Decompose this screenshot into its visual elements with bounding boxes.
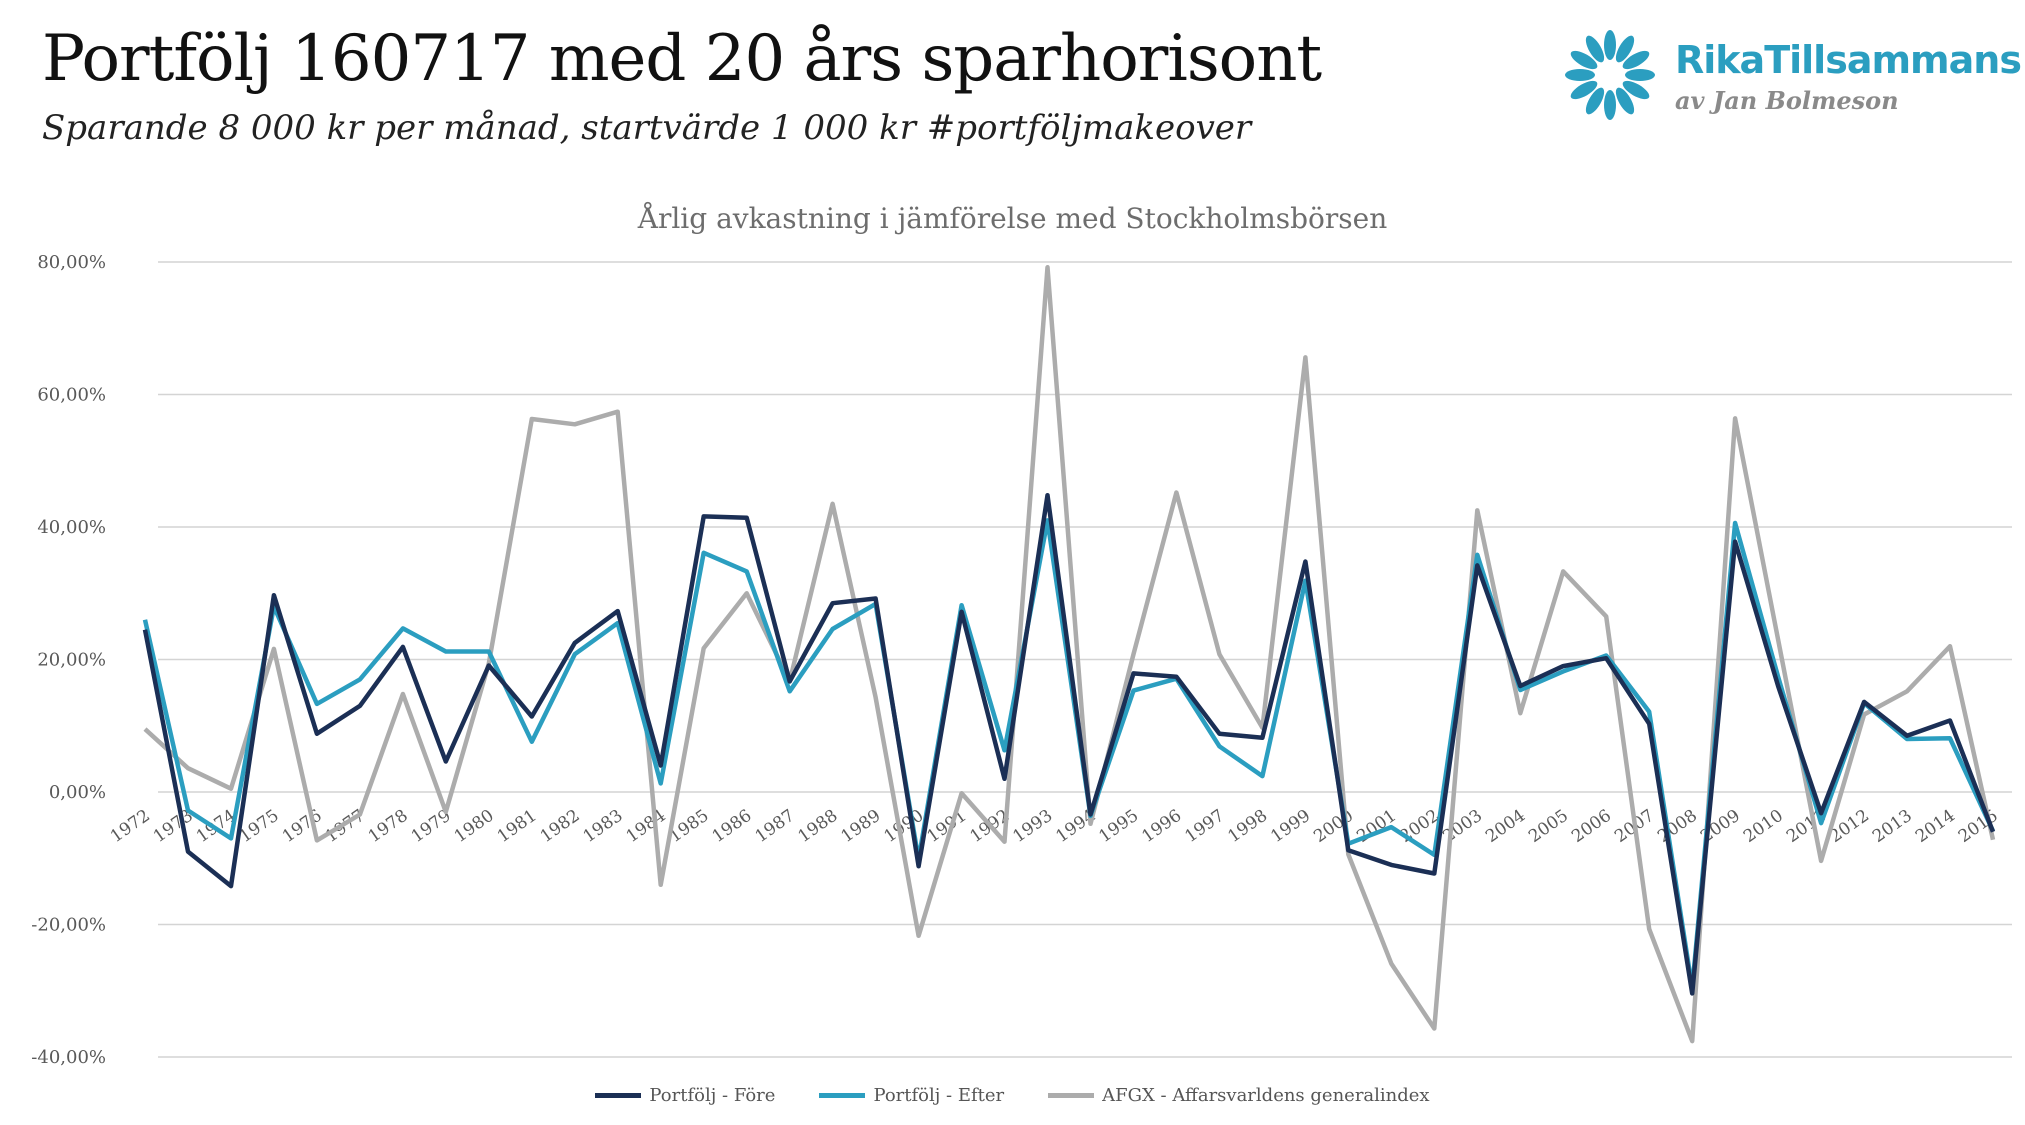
y-tick-label: 20,00% [37,650,106,671]
brand-logo: RikaTillsammans av Jan Bolmeson [1555,28,2022,128]
logo-petal [1604,30,1616,60]
x-tick-label: 1997 [1181,806,1228,847]
legend-item: Portfölj - Före [595,1085,775,1106]
x-tick-label: 2010 [1740,806,1787,847]
x-tick-label: 2003 [1439,806,1486,847]
x-tick-label: 1987 [752,806,799,847]
logo-petal [1585,87,1605,115]
x-tick-label: 2005 [1525,806,1572,847]
legend-label: AFGX - Affarsvarldens generalindex [1102,1085,1430,1106]
logo-petal [1622,80,1650,100]
logo-petal [1570,80,1598,100]
x-tick-label: 2004 [1482,806,1529,847]
series-line [143,265,1996,1044]
y-tick-label: -40,00% [31,1047,106,1068]
x-tick-label: 1972 [107,806,154,847]
x-tick-label: 1998 [1224,806,1271,847]
x-tick-label: 1986 [709,806,756,847]
x-tick-label: 1996 [1138,806,1185,847]
x-tick-label: 1982 [537,806,584,847]
y-tick-label: 40,00% [37,517,106,538]
y-tick-label: 0,00% [49,782,106,803]
page-subtitle: Sparande 8 000 kr per månad, startvärde … [42,108,1252,148]
x-tick-label: 1988 [795,806,842,847]
x-tick-label: 1995 [1095,806,1142,847]
legend-label: Portfölj - Före [649,1085,776,1106]
chart-title: Årlig avkastning i jämförelse med Stockh… [637,202,1388,235]
logo-petal [1604,90,1616,120]
y-tick-label: 80,00% [37,252,106,273]
series-line [142,492,1996,996]
x-tick-label: 1993 [1009,806,1056,847]
logo-petal [1622,50,1650,70]
legend-label: Portfölj - Efter [873,1085,1005,1106]
x-tick-label: 2014 [1912,806,1959,847]
logo-petal [1615,35,1635,63]
legend-swatch [1048,1093,1095,1098]
y-tick-label: 60,00% [37,385,106,406]
x-tick-label: 2013 [1869,806,1916,847]
legend-item: AFGX - Affarsvarldens generalindex [1048,1085,1430,1106]
brand-tagline: av Jan Bolmeson [1675,86,1899,115]
logo-petal [1565,69,1595,81]
legend-item: Portfölj - Efter [819,1085,1004,1106]
chart-legend: Portfölj - Före Portfölj - Efter AFGX - … [0,1085,2025,1106]
logo-petal [1615,87,1635,115]
logo-petal [1625,69,1655,81]
x-tick-label: 1978 [365,806,412,847]
logo-petal [1585,35,1605,63]
x-tick-label: 2006 [1568,806,1615,847]
brand-name: RikaTillsammans [1675,38,2022,82]
x-tick-label: 1999 [1267,806,1314,847]
x-tick-label: 1983 [580,806,627,847]
legend-swatch [819,1093,866,1098]
flower-logo-icon [1565,30,1655,120]
x-tick-label: 1981 [494,806,541,847]
legend-swatch [595,1093,642,1098]
x-tick-label: 1989 [838,806,885,847]
x-tick-label: 1980 [451,806,498,847]
x-tick-label: 2015 [1955,806,2002,847]
page-title: Portfölj 160717 med 20 års sparhorisont [42,22,1322,96]
logo-petal [1570,50,1598,70]
y-tick-label: -20,00% [31,915,106,936]
x-tick-label: 1984 [623,806,670,847]
